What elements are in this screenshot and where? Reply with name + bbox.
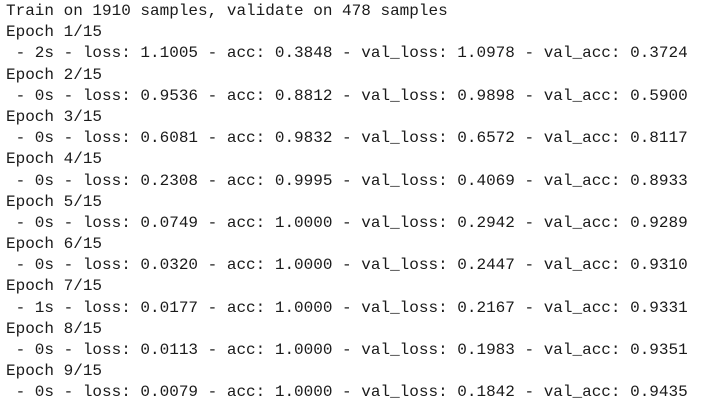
epoch-log: - 0s - loss: 0.2308 - acc: 0.9995 - val_… — [6, 171, 688, 190]
epoch-label: Epoch 2/15 — [6, 65, 103, 84]
epoch-log: - 0s - loss: 0.0749 - acc: 1.0000 - val_… — [6, 213, 688, 232]
epoch-label: Epoch 8/15 — [6, 319, 103, 338]
epoch-label: Epoch 9/15 — [6, 362, 103, 381]
epoch-label: Epoch 7/15 — [6, 277, 103, 296]
epoch-label: Epoch 5/15 — [6, 192, 103, 211]
epoch-label: Epoch 4/15 — [6, 150, 103, 169]
epoch-log: - 0s - loss: 0.0320 - acc: 1.0000 - val_… — [6, 256, 688, 275]
epoch-log: - 1s - loss: 0.0177 - acc: 1.0000 - val_… — [6, 298, 688, 317]
epoch-log: - 2s - loss: 1.1005 - acc: 0.3848 - val_… — [6, 44, 688, 63]
epoch-log: - 0s - loss: 0.0113 - acc: 1.0000 - val_… — [6, 341, 688, 359]
epoch-label: Epoch 6/15 — [6, 235, 103, 254]
epoch-label: Epoch 3/15 — [6, 107, 103, 126]
epoch-log: - 0s - loss: 0.9536 - acc: 0.8812 - val_… — [6, 86, 688, 105]
epoch-label: Epoch 1/15 — [6, 23, 103, 42]
header-line: Train on 1910 samples, validate on 478 s… — [6, 2, 448, 20]
epoch-log: - 0s - loss: 0.0079 - acc: 1.0000 - val_… — [6, 383, 688, 402]
epoch-log: - 0s - loss: 0.6081 - acc: 0.9832 - val_… — [6, 129, 688, 148]
